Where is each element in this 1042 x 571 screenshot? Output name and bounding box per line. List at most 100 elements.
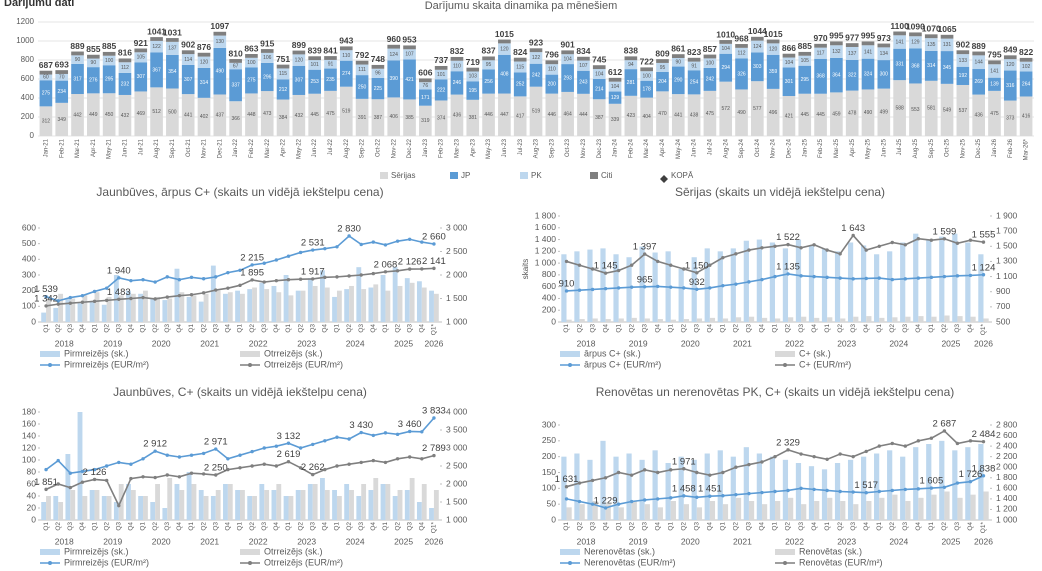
bar bbox=[276, 292, 282, 322]
legend-label: PK bbox=[531, 171, 542, 180]
segment-label: 448 bbox=[247, 112, 256, 118]
bar bbox=[840, 501, 846, 520]
segment-label: 374 bbox=[437, 116, 446, 122]
segment-label: 135 bbox=[927, 42, 936, 48]
segment-label: 120 bbox=[1006, 62, 1015, 68]
legend-swatch bbox=[560, 351, 580, 357]
bar-segment bbox=[150, 87, 163, 136]
bar bbox=[283, 496, 289, 520]
total-label: 1010 bbox=[716, 29, 735, 39]
legend-label: C+ (EUR/m²) bbox=[799, 359, 851, 369]
data-label: 3 132 bbox=[277, 431, 301, 442]
line-point bbox=[929, 275, 934, 280]
x-group-label: 2022 bbox=[785, 338, 804, 348]
line-point bbox=[311, 472, 315, 477]
segment-label: 129 bbox=[611, 95, 620, 101]
bar-segment bbox=[1003, 59, 1017, 71]
bar-segment bbox=[592, 65, 606, 70]
bar-segment bbox=[355, 64, 369, 76]
x-tick-label: Q4 bbox=[176, 522, 183, 531]
x-tick-label: Feb-26 bbox=[1008, 138, 1014, 158]
legend-swatch bbox=[248, 363, 252, 367]
line-point bbox=[395, 239, 400, 243]
segment-label: 307 bbox=[137, 74, 146, 80]
bar bbox=[795, 463, 802, 520]
bar-segment bbox=[545, 60, 559, 65]
y2-tick-label: 2 200 bbox=[996, 451, 1018, 461]
data-label: 965 bbox=[637, 274, 653, 285]
line-point bbox=[890, 277, 894, 282]
y2-tick-label: 2 600 bbox=[996, 430, 1018, 440]
segment-label: 384 bbox=[279, 115, 288, 121]
line-point bbox=[298, 466, 303, 470]
bar-segment bbox=[624, 69, 638, 96]
bar bbox=[834, 251, 841, 322]
x-tick-label: Sep-22 bbox=[360, 138, 366, 158]
total-label: 973 bbox=[877, 33, 891, 43]
x-tick-label: Q1 bbox=[334, 324, 341, 333]
total-label: 719 bbox=[466, 57, 480, 67]
bar-segment bbox=[671, 94, 685, 136]
total-label: 792 bbox=[355, 50, 369, 60]
bar bbox=[853, 316, 859, 322]
line-point bbox=[177, 293, 182, 298]
x-tick-label: Q1 bbox=[140, 324, 147, 333]
x-tick-label: Q1* bbox=[980, 324, 987, 336]
bar-segment bbox=[419, 89, 432, 106]
bar bbox=[344, 289, 350, 322]
x-tick-label: Q3 bbox=[406, 324, 413, 333]
line-point bbox=[916, 487, 921, 491]
x-tick-label: Q4 bbox=[707, 324, 714, 333]
segment-label: 214 bbox=[595, 86, 604, 92]
line-point bbox=[117, 503, 121, 508]
y-tick-label: 180 bbox=[22, 406, 36, 416]
line-point bbox=[708, 473, 712, 477]
x-tick-label: Q3 bbox=[746, 324, 753, 333]
x-group-label: 2020 bbox=[681, 338, 700, 348]
x-tick-label: Dec-22 bbox=[407, 138, 413, 158]
bar bbox=[939, 236, 945, 322]
segment-label: 90 bbox=[91, 60, 97, 66]
data-label: 1 145 bbox=[594, 261, 618, 272]
total-label: 745 bbox=[592, 54, 606, 64]
bar bbox=[392, 496, 398, 520]
y-tick-label: 1 400 bbox=[535, 234, 557, 244]
segment-label: 124 bbox=[753, 44, 762, 50]
total-label: 816 bbox=[118, 48, 132, 58]
bar bbox=[952, 450, 958, 520]
line-point bbox=[942, 274, 947, 279]
bar bbox=[748, 316, 755, 322]
x-tick-label: Jan-26 bbox=[992, 138, 998, 157]
bar bbox=[138, 496, 144, 520]
segment-label: 129 bbox=[911, 40, 920, 46]
x-group-label: 2019 bbox=[629, 536, 648, 546]
bar bbox=[709, 501, 716, 520]
x-tick-label: May-23 bbox=[486, 138, 492, 159]
data-label: 2 660 bbox=[422, 231, 446, 242]
bar-segment bbox=[988, 77, 1001, 91]
data-label: 1 397 bbox=[633, 242, 657, 253]
x-group-label: 2026 bbox=[974, 536, 993, 546]
segment-label: 115 bbox=[279, 71, 287, 77]
line-point bbox=[721, 494, 725, 498]
x-tick-label: Q1 bbox=[563, 522, 570, 531]
x-group-label: 2021 bbox=[200, 536, 219, 546]
bar bbox=[150, 298, 156, 322]
x-tick-label: Q2 bbox=[733, 324, 740, 333]
x-tick-label: Q3 bbox=[261, 522, 268, 531]
segment-label: 588 bbox=[895, 105, 904, 111]
line-point bbox=[165, 295, 169, 299]
segment-label: 367 bbox=[152, 67, 161, 73]
bar bbox=[324, 490, 330, 520]
bar bbox=[416, 502, 422, 520]
segment-label: 134 bbox=[880, 51, 889, 57]
segment-label: 307 bbox=[295, 78, 304, 84]
segment-label: 104 bbox=[595, 71, 604, 77]
line-point bbox=[656, 497, 660, 501]
segment-label: 132 bbox=[832, 49, 841, 55]
line-point bbox=[981, 273, 986, 277]
bar bbox=[900, 242, 906, 322]
line-point bbox=[80, 293, 85, 298]
bar bbox=[344, 484, 350, 520]
segment-label: 581 bbox=[927, 106, 936, 112]
